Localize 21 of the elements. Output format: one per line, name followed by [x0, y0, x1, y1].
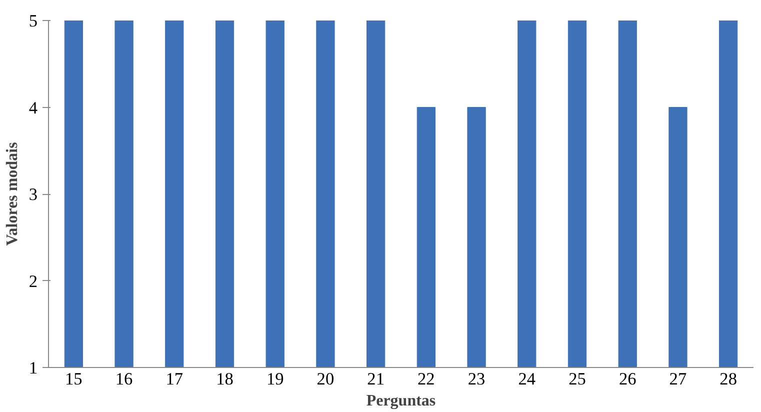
x-tick-label: 23	[468, 370, 486, 388]
x-tick-label: 16	[115, 370, 134, 388]
y-tick-label: 3	[28, 185, 38, 204]
x-tick-label: 24	[518, 370, 536, 388]
y-tick-label: 1	[28, 358, 38, 378]
x-tick-label: 19	[266, 370, 284, 388]
x-tick-label: 22	[418, 370, 435, 388]
x-tick-label: 18	[216, 370, 234, 388]
x-axis-title: Perguntas	[366, 392, 436, 410]
x-tick-label: 21	[367, 370, 384, 388]
x-tick-label: 20	[316, 370, 334, 388]
y-tick-label: 4	[28, 98, 38, 118]
x-tick-label: 17	[166, 370, 184, 388]
x-tick-label: 25	[568, 370, 586, 388]
x-tick-label: 15	[65, 370, 82, 388]
x-tick-label: 27	[669, 370, 687, 388]
y-tick-label: 2	[28, 272, 38, 291]
y-axis-title: Valores modais	[4, 142, 21, 246]
x-tick-label: 28	[720, 370, 737, 388]
x-tick-label: 26	[618, 370, 637, 388]
y-tick-label: 5	[28, 12, 38, 30]
